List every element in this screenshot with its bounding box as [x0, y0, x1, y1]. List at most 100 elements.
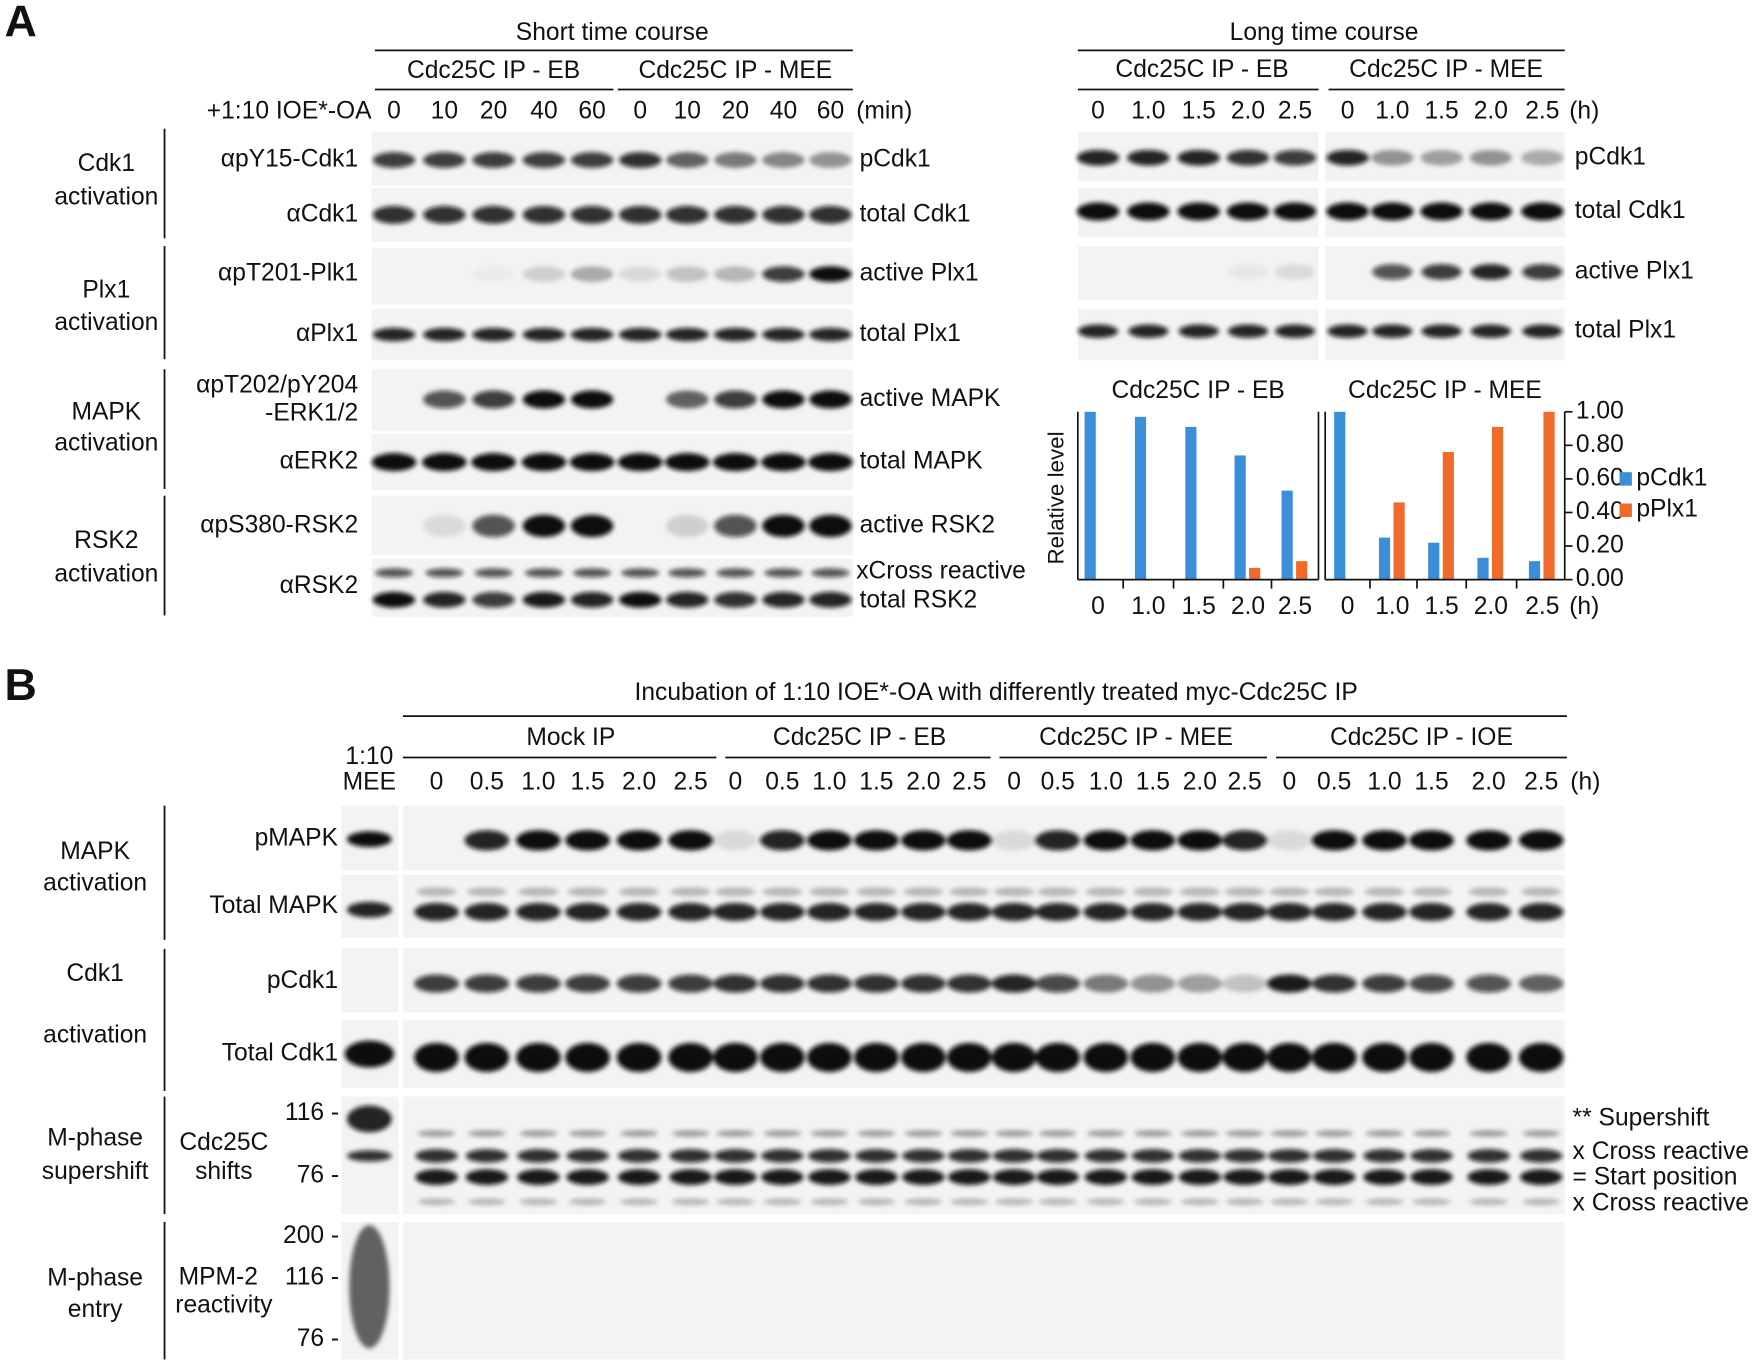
band: [1180, 1130, 1219, 1137]
band: [1226, 202, 1270, 221]
band: [573, 568, 612, 578]
y-tick-label: 0.00: [1576, 565, 1624, 592]
antibody-label: αPlx1: [296, 320, 358, 347]
band: [901, 902, 946, 921]
x-tick-label: 1.5: [1424, 593, 1458, 620]
band: [472, 390, 515, 409]
band: [417, 1130, 456, 1137]
band: [1131, 1169, 1175, 1185]
band: [904, 1198, 943, 1206]
time-label: 0: [1341, 97, 1355, 124]
band: [992, 1169, 1036, 1185]
band: [853, 974, 899, 993]
band-group: [414, 974, 1564, 993]
size-marker: 76 -: [297, 1162, 339, 1189]
band: [1420, 149, 1463, 166]
band: [519, 1198, 558, 1206]
band: [808, 1149, 851, 1163]
legend-label: pCdk1: [1636, 464, 1707, 491]
time-label: 0: [1283, 769, 1297, 796]
band: [1086, 1198, 1125, 1206]
band: [423, 152, 466, 168]
band: [1177, 902, 1223, 921]
band: [1371, 149, 1414, 166]
band: [712, 1042, 758, 1072]
band: [1468, 887, 1509, 897]
time-label: 1.0: [1367, 769, 1401, 796]
band: [809, 152, 852, 168]
band: [1225, 1198, 1264, 1206]
time-label: 2.5: [1525, 97, 1559, 124]
band: [567, 887, 608, 897]
band-group: [372, 152, 852, 168]
band: [1522, 1198, 1561, 1206]
band: [565, 974, 610, 993]
band: [618, 887, 660, 897]
bar: [1378, 537, 1391, 580]
band: [416, 887, 457, 897]
band: [855, 1169, 898, 1185]
band: [464, 902, 510, 921]
band: [570, 152, 614, 168]
band: [1224, 887, 1265, 897]
band: [904, 1130, 943, 1137]
target-label: active Plx1: [860, 260, 979, 287]
time-label: 2.0: [1474, 97, 1508, 124]
band: [1421, 324, 1462, 338]
treatment: +1:10 IOE*-OA: [207, 97, 372, 124]
band: [716, 568, 755, 578]
band: [522, 205, 566, 224]
band: [1518, 902, 1564, 921]
band: [903, 887, 944, 897]
band: [1466, 1042, 1512, 1072]
time-label: 40: [770, 97, 797, 124]
band: [668, 1042, 713, 1072]
time-label: 60: [578, 97, 605, 124]
band: [1038, 1198, 1077, 1206]
band: [417, 1198, 456, 1206]
band: [1083, 974, 1129, 993]
band: [853, 1042, 899, 1072]
band: [992, 1149, 1036, 1163]
annotation: x Cross reactive: [1573, 1189, 1749, 1216]
band: [1364, 887, 1405, 897]
band: [759, 830, 805, 851]
bar: [1281, 490, 1293, 580]
band: [472, 591, 515, 608]
time-label: 40: [530, 97, 557, 124]
band: [762, 152, 805, 168]
band: [901, 974, 946, 993]
time-label: 0.5: [1317, 769, 1351, 796]
band: [1466, 974, 1512, 993]
band: [1035, 902, 1081, 921]
band: [1127, 149, 1170, 166]
band: [714, 390, 757, 409]
band: [1084, 1149, 1128, 1163]
band: [423, 514, 466, 538]
band: [762, 514, 805, 538]
band: [762, 327, 805, 342]
band: [1128, 324, 1169, 338]
band: [521, 453, 567, 472]
band: [901, 1042, 946, 1072]
legend-label: pPlx1: [1636, 496, 1698, 523]
band: [1177, 202, 1220, 221]
band: [515, 830, 561, 851]
band: [1273, 202, 1317, 221]
band: [1372, 264, 1413, 280]
band: [1225, 1130, 1264, 1137]
band: [671, 1130, 710, 1137]
bar: [1084, 411, 1096, 580]
group-label: Cdc25C IP - MEE: [1039, 724, 1233, 751]
time-label: 0.5: [470, 769, 504, 796]
band: [1037, 887, 1078, 897]
band: [1326, 202, 1369, 221]
band: [471, 453, 516, 472]
band: [991, 830, 1037, 851]
time-label: 2.5: [1228, 769, 1262, 796]
band: [948, 1169, 991, 1185]
band: [806, 974, 852, 993]
band: [472, 327, 515, 342]
band: [618, 327, 662, 342]
band: [1076, 149, 1120, 166]
